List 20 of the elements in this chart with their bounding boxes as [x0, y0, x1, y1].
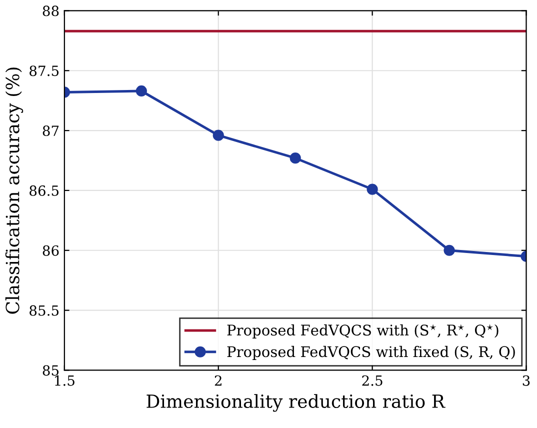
legend-label: Proposed FedVQCS with fixed (S, R, Q) — [227, 346, 515, 360]
y-tick-label: 87 — [42, 126, 59, 136]
y-tick-label: 86.5 — [30, 185, 59, 196]
legend-label: Proposed FedVQCS with (S$^{⋆}$, R$^{⋆}$, Q$^{⋆}$) — [227, 324, 498, 338]
y-tick-label: 87.5 — [30, 66, 59, 76]
y-tick-label: 85 — [42, 365, 59, 376]
point — [136, 85, 147, 97]
point — [444, 244, 455, 256]
x-tick-label: 1.5 — [55, 375, 74, 386]
x-axis-title: Dimensionality reduction ratio R — [146, 394, 446, 412]
point — [366, 184, 378, 195]
x-tick-label: 2 — [214, 375, 222, 386]
x-tick-label: 2.5 — [362, 375, 382, 386]
point — [212, 130, 224, 141]
y-axis-title: Classification accuracy (%) — [5, 68, 24, 314]
x-tick-label: 3 — [522, 375, 530, 386]
y-tick-label: 85.5 — [30, 305, 59, 316]
y-tick-label: 88 — [42, 6, 59, 16]
point — [290, 152, 301, 164]
y-tick-label: 86 — [42, 245, 59, 256]
